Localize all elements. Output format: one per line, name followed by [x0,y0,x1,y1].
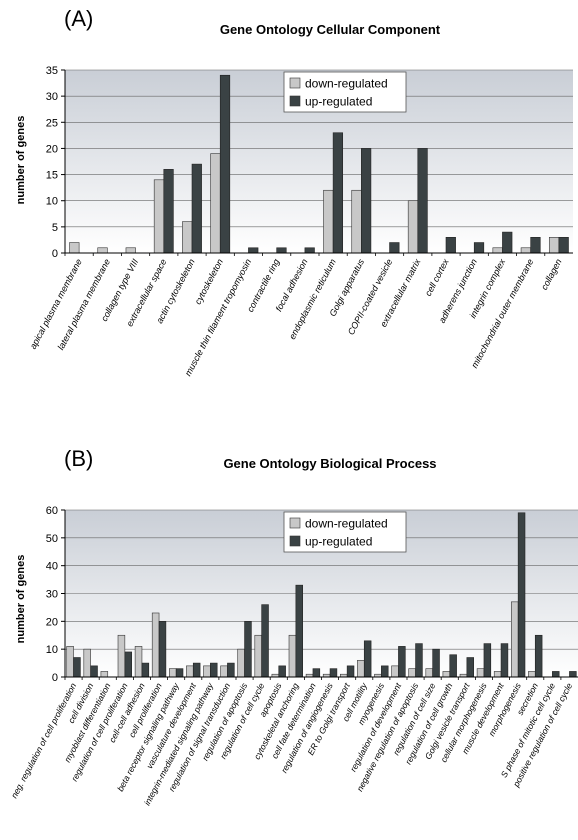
bar-up-regulated [398,646,406,678]
y-tick-label: 10 [46,644,58,656]
y-tick-label: 20 [46,143,58,155]
bar-down-regulated [357,659,365,678]
panel-label-b: (B) [64,446,94,471]
y-tick-label: 25 [46,117,58,129]
bar-up-regulated [569,671,577,678]
bar-down-regulated [408,668,416,678]
bar-up-regulated [124,651,132,678]
bar-up-regulated [449,654,457,678]
panel-label-a: (A) [64,6,94,31]
bar-down-regulated [425,668,433,678]
bar-up-regulated [381,665,389,678]
legend-swatch [289,535,301,547]
bar-down-regulated [220,665,228,678]
bar-up-regulated [175,668,184,678]
legend-label: up-regulated [305,535,372,549]
y-tick-label: 20 [46,616,58,628]
bar-up-regulated [517,512,526,678]
chart-title-a: Gene Ontology Cellular Component [219,22,441,37]
bar-up-regulated [432,648,440,678]
x-tick-label: neg. regulation of cell proliferation [9,681,78,800]
bar-down-regulated [100,671,109,678]
bar-down-regulated [528,671,536,678]
legend-label: up-regulated [305,95,372,109]
bar-down-regulated [237,648,245,678]
bar-up-regulated [415,643,423,678]
bar-up-regulated [244,621,252,678]
legend-swatch [289,77,301,89]
bar-up-regulated [90,665,98,678]
y-tick-label: 0 [52,248,58,260]
bar-down-regulated [442,671,451,678]
legend-label: down-regulated [305,77,388,91]
bar-up-regulated [500,643,509,678]
y-tick-label: 5 [52,222,58,234]
bar-up-regulated [329,668,338,678]
bar-up-regulated [534,634,543,678]
y-tick-label: 50 [46,533,58,545]
bar-down-regulated [134,646,143,678]
bar-up-regulated [192,662,201,678]
y-tick-label: 60 [46,505,58,517]
y-tick-label: 15 [46,170,58,182]
bar-up-regulated [346,665,355,678]
bar-up-regulated [363,640,372,678]
legend-label: down-regulated [305,517,388,531]
bar-up-regulated [210,662,218,678]
bar-up-regulated [158,621,167,678]
bar-up-regulated [278,665,286,678]
bar-up-regulated [261,604,269,678]
bar-up-regulated [295,584,303,678]
y-tick-label: 30 [46,91,58,103]
bar-down-regulated [476,668,485,678]
bar-down-regulated [169,668,177,678]
y-tick-label: 35 [46,65,58,77]
bar-up-regulated [483,643,492,678]
y-tick-label: 30 [46,589,58,601]
legend [283,511,407,553]
legend-swatch [289,95,301,107]
bar-down-regulated [203,665,211,678]
legend [283,71,407,113]
bar-down-regulated [186,665,194,678]
bar-down-regulated [288,634,297,678]
bar-down-regulated [83,648,91,678]
legend-swatch [289,517,301,529]
bar-up-regulated [312,668,321,678]
bar-up-regulated [141,662,150,678]
bar-down-regulated [151,612,160,678]
chart-title-b: Gene Ontology Biological Process [223,456,437,471]
bar-down-regulated [254,634,262,678]
bar-up-regulated [466,657,474,678]
bar-down-regulated [493,671,502,678]
y-tick-label: 0 [52,672,58,684]
bar-down-regulated [117,634,126,678]
bar-down-regulated [391,665,399,678]
bar-up-regulated [73,657,81,678]
bar-up-regulated [552,671,560,678]
bar-down-regulated [66,646,74,678]
y-tick-label: 10 [46,196,58,208]
bar-down-regulated [511,601,519,678]
y-tick-label: 40 [46,561,58,573]
bar-up-regulated [227,662,235,678]
